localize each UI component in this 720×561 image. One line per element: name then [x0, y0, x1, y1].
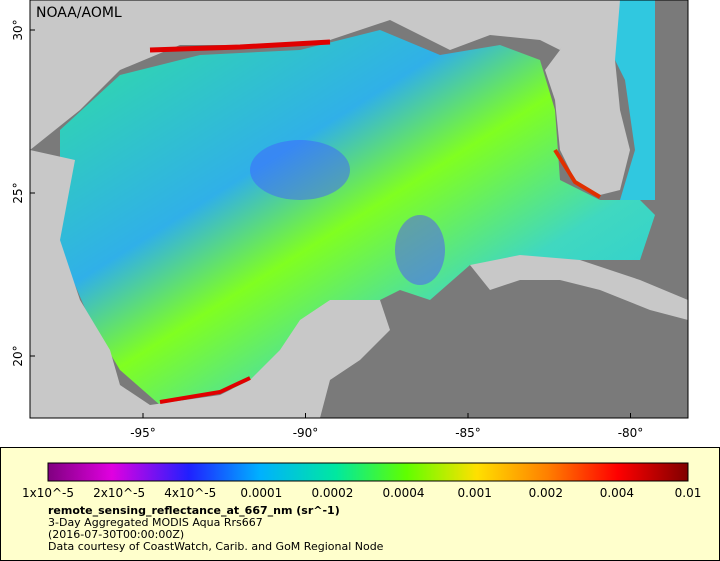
lat-tick-label: 30° [11, 19, 25, 40]
legend-subtitle: 3-Day Aggregated MODIS Aqua Rrs667 [48, 516, 263, 529]
ocean-data [60, 30, 655, 405]
lon-tick-label: -95° [130, 426, 156, 440]
colorbar-label: 0.001 [457, 486, 491, 500]
lat-tick-label: 25° [11, 182, 25, 203]
colorbar [47, 462, 689, 482]
low-reflectance-patch [395, 215, 445, 285]
legend-source: Data courtesy of CoastWatch, Carib. and … [48, 540, 384, 553]
colorbar-label: 0.002 [529, 486, 563, 500]
land [470, 255, 688, 320]
low-reflectance-patch [250, 140, 350, 200]
map: NOAA/AOML 30° 25° 20° -95° -90° -85° -80° [11, 0, 689, 440]
lon-tick-label: -90° [293, 426, 319, 440]
colorbar-label: 0.0004 [383, 486, 425, 500]
lon-tick-label: -80° [618, 426, 644, 440]
coastal-high [553, 148, 602, 199]
map-frame [29, 0, 689, 419]
ticks: 30° 25° 20° -95° -90° -85° -80° [11, 19, 643, 440]
coastal-high [149, 39, 331, 53]
lat-tick-label: 20° [11, 345, 25, 366]
colorbar-label: 4x10^-5 [164, 486, 216, 500]
coastal-high [159, 376, 251, 404]
land [545, 0, 630, 195]
colorbar-label: 2x10^-5 [93, 486, 145, 500]
credit: NOAA/AOML [36, 5, 122, 21]
atlantic-data [585, 0, 655, 200]
legend-title: remote_sensing_reflectance_at_667_nm (sr… [48, 504, 340, 517]
lon-tick-label: -85° [455, 426, 481, 440]
land [30, 0, 585, 150]
colorbar-label: 0.0002 [311, 486, 353, 500]
legend-panel: 1x10^-5 2x10^-5 4x10^-5 0.0001 0.0002 0.0004 0… [0, 447, 720, 561]
colorbar-label: 1x10^-5 [22, 486, 74, 500]
colorbar-label: 0.0001 [240, 486, 282, 500]
legend-date: (2016-07-30T00:00:00Z) [48, 528, 184, 541]
colorbar-labels: 1x10^-5 2x10^-5 4x10^-5 0.0001 0.0002 0.0004 0… [22, 486, 701, 500]
land [30, 150, 390, 418]
colorbar-label: 0.004 [600, 486, 634, 500]
colorbar-label: 0.01 [675, 486, 702, 500]
